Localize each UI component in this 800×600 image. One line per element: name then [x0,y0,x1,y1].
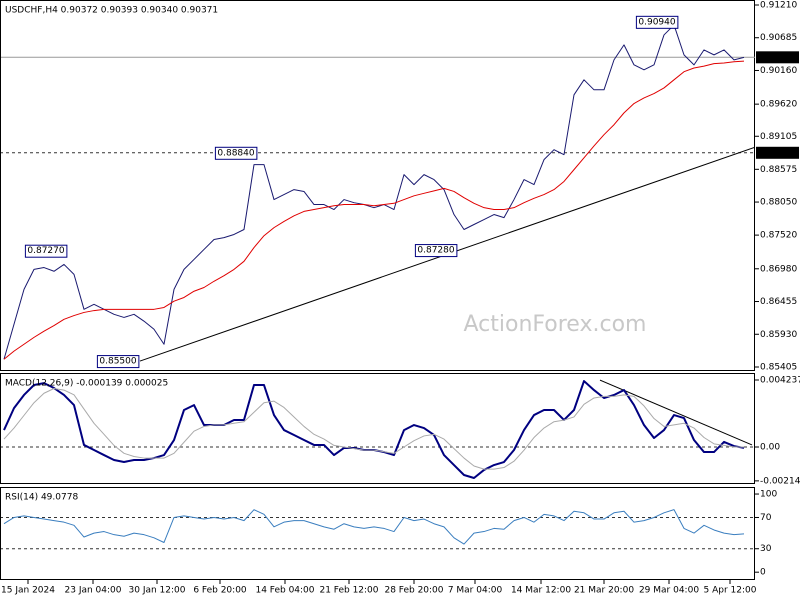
annotation-box [24,244,68,258]
panel-title: MACD(12,26,9) -0.000139 0.000025 [5,379,168,389]
x-tick-label: 29 Mar 04:00 [639,586,699,596]
y-tick-label: 0.90160 [760,66,797,76]
watermark: ActionForex.com [464,312,647,337]
y-tick-label: 0.91210 [760,0,797,10]
annotation-label: 0.87270 [27,246,64,256]
y-tick-label: 0 [760,568,766,578]
y-tick-label: -0.002142 [760,476,800,486]
annotation-label: 0.88840 [217,148,254,158]
macd-panel-frame [0,373,755,484]
y-tick-label: 0.004237 [760,376,800,386]
y-tick-label: 100 [760,490,777,500]
y-tick-label: 0.86455 [760,297,797,307]
price-marker-box [756,51,799,64]
series-line [3,24,745,360]
y-tick-label: 0.00 [760,443,780,453]
y-tick-label: 0.87520 [760,231,797,241]
y-tick-label: 0.85930 [760,330,797,340]
x-tick-label: 30 Jan 12:00 [129,586,186,596]
x-tick-label: 15 Jan 2024 [1,586,55,596]
y-tick-label: 0.88050 [760,198,797,208]
y-tick-label: 30 [760,544,772,554]
x-tick-label: 21 Mar 20:00 [574,586,634,596]
annotation-box [414,244,458,258]
price-marker-box [756,146,799,159]
annotation-label: 0.90940 [638,17,675,27]
annotation-box [214,146,258,160]
annotation-label: 0.85500 [99,357,136,367]
x-tick-label: 7 Mar 04:00 [448,586,503,596]
y-tick-label: 0.90685 [760,33,797,43]
series-line [3,60,745,360]
series-line [3,387,744,470]
rsi-panel-frame [0,487,755,580]
panel-title: RSI(14) 49.0778 [5,493,78,503]
x-tick-label: 28 Feb 20:00 [384,586,443,596]
x-tick-label: 23 Jan 04:00 [65,586,122,596]
plot-area [1,509,755,550]
price-marker-label: 0.88840 [759,148,796,158]
y-tick-label: 0.88575 [760,165,797,175]
x-tick-label: 5 Apr 12:00 [704,586,757,596]
x-tick-label: 14 Feb 04:00 [255,586,314,596]
x-tick-label: 21 Feb 12:00 [319,586,378,596]
plot-area [1,379,755,479]
y-tick-label: 0.86980 [760,264,797,274]
x-tick-label: 14 Mar 12:00 [511,586,571,596]
price-marker-label: 0.90371 [759,53,796,63]
y-tick-label: 0.89105 [760,132,797,142]
annotation-label: 0.87280 [417,246,454,256]
x-tick-label: 6 Feb 20:00 [193,586,247,596]
price-panel-frame [0,0,755,371]
annotation-box [635,15,679,29]
y-tick-label: 70 [760,513,772,523]
y-tick-label: 0.85405 [760,363,797,373]
annotation-box [96,355,140,369]
series-line [3,509,745,545]
y-tick-label: 0.89620 [760,100,797,110]
panel-title: USDCHF,H4 0.90372 0.90393 0.90340 0.9037… [5,6,218,16]
